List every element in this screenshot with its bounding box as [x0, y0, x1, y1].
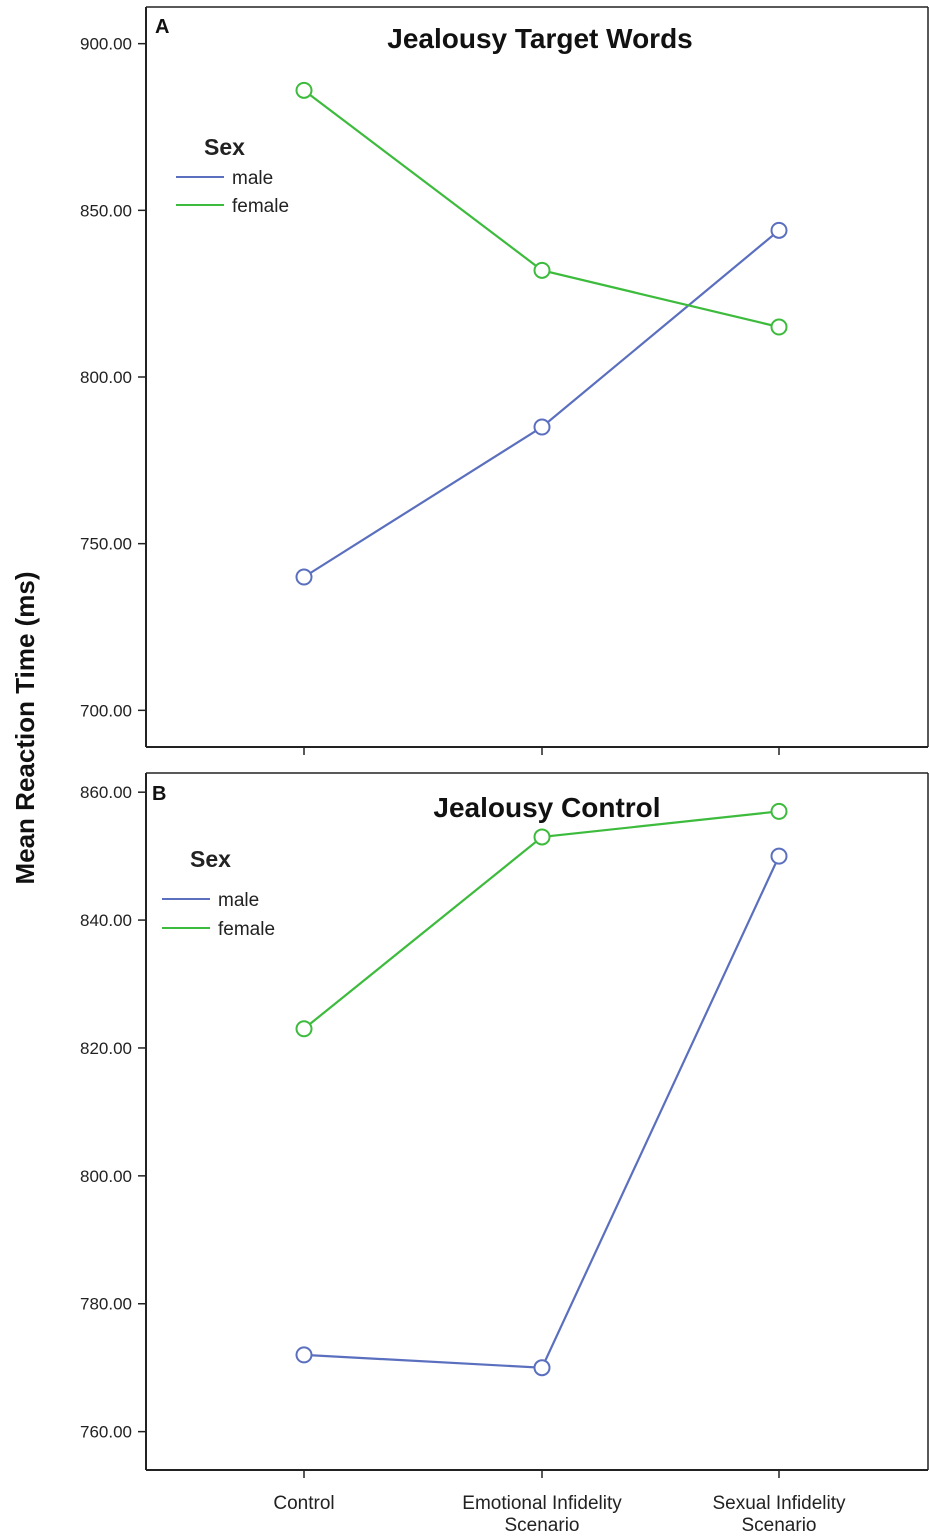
legend-label-male: male [232, 168, 273, 189]
data-point-female [770, 318, 788, 336]
data-point-male [295, 1346, 313, 1364]
x-tick-label: Control [273, 1493, 334, 1514]
legend-label-female: female [218, 919, 275, 940]
panel-B: 760.00 780.00 800.00 820.00 840.00 860.00 B Jea… [80, 772, 929, 1478]
legend-label-female: female [232, 196, 289, 217]
legend: Sex male female [176, 134, 289, 217]
panel-A: 700.00 750.00 800.00 850.00 900.00 A Jealousy … [80, 6, 929, 755]
y-tick-label: 840.00 [80, 911, 132, 930]
y-tick-label: 750.00 [80, 535, 132, 554]
data-point-male [533, 418, 551, 436]
data-point-female [533, 261, 551, 279]
chart-title: Jealousy Control [433, 792, 660, 823]
series-line-male [303, 229, 780, 578]
y-tick-label: 900.00 [80, 35, 132, 54]
y-tick-label: 850.00 [80, 201, 132, 220]
y-tick-label: 860.00 [80, 783, 132, 802]
legend-title: Sex [190, 846, 231, 872]
x-category-labels: Control Emotional Infidelity Scenario Sexua… [273, 1493, 846, 1536]
data-point-female [533, 828, 551, 846]
chart-panels: 700.00 750.00 800.00 850.00 900.00 A Jealousy … [80, 6, 929, 1478]
y-tick-label: 700.00 [80, 701, 132, 720]
y-tick-label: 780.00 [80, 1295, 132, 1314]
legend: Sex male female [162, 846, 275, 940]
y-tick-label: 800.00 [80, 1167, 132, 1186]
panel-letter: A [155, 16, 169, 38]
x-tick-label: Sexual Infidelity Scenario [712, 1493, 846, 1536]
data-point-female [295, 81, 313, 99]
data-point-female [295, 1020, 313, 1038]
panel-letter: B [152, 783, 166, 805]
series-line-female [303, 89, 780, 329]
series-line-male [303, 855, 780, 1369]
y-tick-label: 800.00 [80, 368, 132, 387]
y-tick-label: 760.00 [80, 1423, 132, 1442]
data-point-male [770, 847, 788, 865]
data-point-female [770, 802, 788, 820]
legend-title: Sex [204, 134, 245, 160]
y-axis-title: Mean Reaction Time (ms) [10, 571, 40, 884]
data-point-male [295, 568, 313, 586]
legend-label-male: male [218, 890, 259, 911]
chart-title: Jealousy Target Words [387, 23, 693, 54]
x-tick-label: Emotional Infidelity Scenario [462, 1493, 622, 1536]
data-point-male [770, 221, 788, 239]
y-tick-label: 820.00 [80, 1039, 132, 1058]
data-point-male [533, 1359, 551, 1377]
